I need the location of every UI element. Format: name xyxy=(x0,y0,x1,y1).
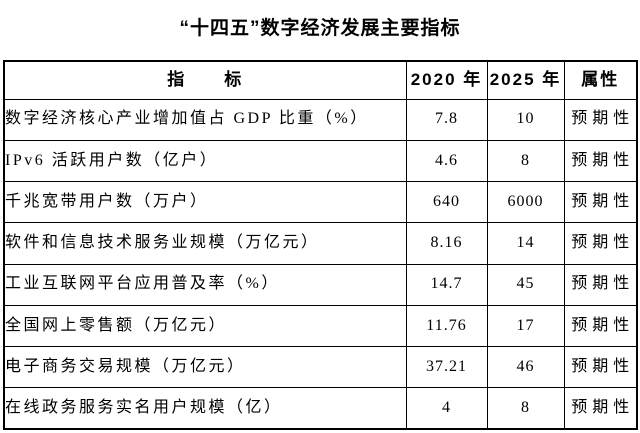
table-row: 在线政务服务实名用户规模（亿） 4 8 预期性 xyxy=(3,387,638,430)
value-2020-cell: 4.6 xyxy=(405,139,488,183)
value-2020-cell: 7.8 xyxy=(405,98,488,141)
value-2025-cell: 46 xyxy=(486,345,565,389)
value-2020-cell: 14.7 xyxy=(405,263,488,306)
indicator-cell: 软件和信息技术服务业规模（万亿元） xyxy=(3,222,407,265)
value-2020-cell: 37.21 xyxy=(405,345,488,389)
indicator-cell: 电子商务交易规模（万亿元） xyxy=(3,345,407,389)
attribute-cell: 预期性 xyxy=(563,304,638,348)
value-2025-cell: 17 xyxy=(486,304,565,348)
attribute-cell: 预期性 xyxy=(563,180,638,224)
indicator-cell: 在线政务服务实名用户规模（亿） xyxy=(3,387,407,430)
value-2025-cell: 6000 xyxy=(486,180,565,224)
header-2020: 2020 年 xyxy=(405,60,488,100)
attribute-cell: 预期性 xyxy=(563,222,638,265)
indicators-table: 指 标 2020 年 2025 年 属性 数字经济核心产业增加值占 GDP 比重… xyxy=(3,60,638,430)
attribute-cell: 预期性 xyxy=(563,139,638,183)
table-row: 电子商务交易规模（万亿元） 37.21 46 预期性 xyxy=(3,345,638,389)
value-2025-cell: 10 xyxy=(486,98,565,141)
table-row: 工业互联网平台应用普及率（%） 14.7 45 预期性 xyxy=(3,263,638,306)
value-2020-cell: 8.16 xyxy=(405,222,488,265)
indicator-cell: 千兆宽带用户数（万户） xyxy=(3,180,407,224)
value-2020-cell: 4 xyxy=(405,387,488,430)
indicator-cell: IPv6 活跃用户数（亿户） xyxy=(3,139,407,183)
attribute-cell: 预期性 xyxy=(563,98,638,141)
table-row: 全国网上零售额（万亿元） 11.76 17 预期性 xyxy=(3,304,638,348)
table-header-row: 指 标 2020 年 2025 年 属性 xyxy=(3,60,638,100)
table-row: 千兆宽带用户数（万户） 640 6000 预期性 xyxy=(3,180,638,224)
value-2025-cell: 14 xyxy=(486,222,565,265)
table-row: 数字经济核心产业增加值占 GDP 比重（%） 7.8 10 预期性 xyxy=(3,98,638,141)
header-indicator: 指 标 xyxy=(3,60,407,100)
header-attribute: 属性 xyxy=(563,60,638,100)
attribute-cell: 预期性 xyxy=(563,345,638,389)
value-2020-cell: 11.76 xyxy=(405,304,488,348)
page-title: “十四五”数字经济发展主要指标 xyxy=(179,18,461,39)
table-row: 软件和信息技术服务业规模（万亿元） 8.16 14 预期性 xyxy=(3,222,638,265)
attribute-cell: 预期性 xyxy=(563,263,638,306)
indicator-cell: 工业互联网平台应用普及率（%） xyxy=(3,263,407,306)
value-2020-cell: 640 xyxy=(405,180,488,224)
value-2025-cell: 45 xyxy=(486,263,565,306)
header-2025: 2025 年 xyxy=(486,60,565,100)
value-2025-cell: 8 xyxy=(486,139,565,183)
value-2025-cell: 8 xyxy=(486,387,565,430)
indicator-cell: 数字经济核心产业增加值占 GDP 比重（%） xyxy=(3,98,407,141)
table-row: IPv6 活跃用户数（亿户） 4.6 8 预期性 xyxy=(3,139,638,183)
indicator-cell: 全国网上零售额（万亿元） xyxy=(3,304,407,348)
attribute-cell: 预期性 xyxy=(563,387,638,430)
